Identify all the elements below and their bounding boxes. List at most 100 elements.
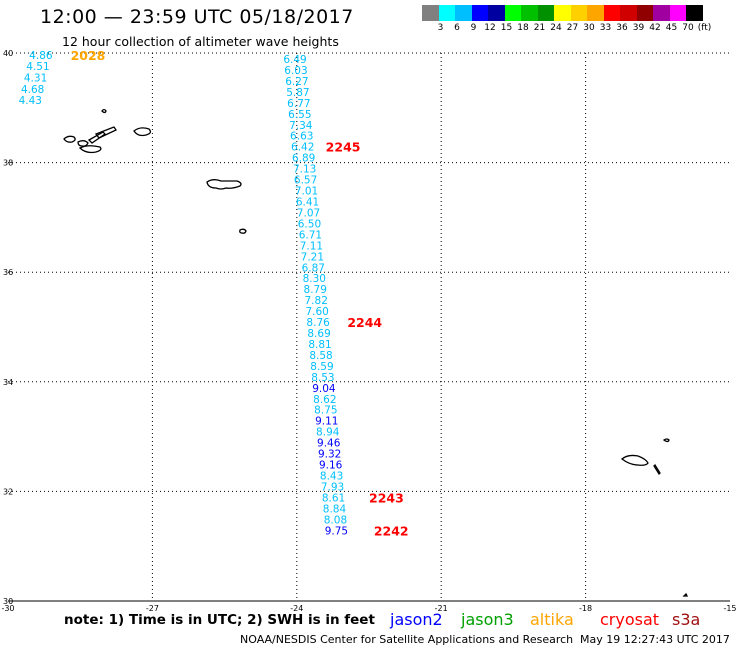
lat-tick-label: 30 [3, 597, 13, 606]
pass-time-label: 2243 [369, 490, 404, 505]
island-santa-maria [239, 228, 247, 234]
wave-height-value: 4.86 [29, 50, 53, 62]
wave-height-value: 7.60 [305, 306, 328, 318]
wave-height-value: 8.69 [307, 328, 330, 340]
legend-label: 27 [566, 23, 579, 33]
wave-height-value: 8.76 [306, 317, 330, 329]
legend-swatch [422, 5, 439, 21]
wave-height-value: 7.34 [289, 120, 313, 132]
legend-swatch [669, 5, 686, 21]
legend-swatch [488, 5, 505, 21]
wave-height-value: 6.89 [292, 153, 315, 165]
wave-height-value: 8.61 [322, 492, 345, 504]
wave-height-value: 6.50 [298, 218, 321, 230]
island-faial [94, 126, 117, 139]
wave-height-value: 8.08 [324, 514, 347, 526]
wave-height-value: 7.11 [300, 240, 323, 252]
wave-height-value: 4.68 [21, 84, 44, 96]
wave-height-value: 6.55 [288, 109, 311, 121]
satellite-altika: altika [530, 610, 574, 629]
wave-height-value: 9.32 [318, 449, 341, 461]
legend-swatch [686, 5, 703, 21]
wave-height-value: 9.11 [315, 416, 338, 428]
satellite-cryosat: cryosat [600, 610, 660, 629]
island-selvagens [682, 592, 689, 597]
island-terceira [133, 127, 152, 137]
island-pico [78, 145, 102, 154]
wave-height-value: 9.46 [317, 438, 341, 450]
pass-time-label: 2245 [326, 140, 361, 155]
lon-tick-label: -15 [723, 604, 736, 613]
map-title: 12:00 — 23:59 UTC 05/18/2017 [40, 6, 354, 28]
legend-swatch [521, 5, 538, 21]
legend-label: 15 [500, 23, 513, 33]
legend-label: 39 [632, 23, 645, 33]
graticule [8, 52, 730, 602]
wave-height-value: 6.57 [294, 175, 317, 187]
footer: NOAA/NESDIS Center for Satellite Applica… [240, 633, 730, 646]
legend-label: 21 [533, 23, 546, 33]
island-sao-jorge [87, 131, 107, 144]
legend-swatch [603, 5, 620, 21]
legend-label: 9 [470, 23, 477, 33]
coastline [63, 108, 689, 597]
legend-label: 36 [616, 23, 628, 33]
wave-height-value: 6.41 [296, 197, 319, 209]
legend-label: 45 [665, 23, 678, 33]
footer-credit: NOAA/NESDIS Center for Satellite Applica… [240, 633, 574, 646]
wave-height-value: 6.77 [287, 98, 310, 110]
wave-height-value: 8.59 [310, 361, 333, 373]
wave-height-value: 6.49 [283, 54, 306, 66]
legend-label: 12 [484, 23, 496, 33]
legend-swatch [438, 5, 455, 21]
island-flores [101, 108, 107, 114]
axis-labels: -30 -27 -24 -21 -18 -15 30 32 34 36 38 40 [1, 49, 736, 613]
island-sao-miguel [206, 179, 242, 190]
lon-tick-label: -18 [579, 604, 592, 613]
lat-tick-label: 40 [3, 49, 13, 58]
wave-height-value: 4.31 [24, 73, 47, 85]
satellite-s3a: s3a [672, 610, 701, 629]
wave-height-value: 8.94 [316, 427, 340, 439]
legend-label: 3 [437, 23, 444, 33]
legend-swatch [636, 5, 653, 21]
lat-tick-label: 38 [3, 159, 13, 168]
wave-height-value: 8.79 [304, 284, 327, 296]
legend-swatch [587, 5, 604, 21]
wave-height-value: 8.62 [313, 394, 336, 406]
legend-label: 33 [599, 23, 612, 33]
wave-height-value: 8.81 [308, 339, 331, 351]
color-legend [422, 5, 703, 21]
wave-height-value: 4.43 [19, 95, 42, 107]
island-porto-santo [662, 438, 670, 443]
map-subtitle: 12 hour collection of altimeter wave hei… [62, 34, 339, 49]
legend-label: 18 [517, 23, 529, 33]
wave-height-value: 7.21 [301, 251, 324, 263]
lat-tick-label: 36 [3, 268, 13, 277]
wave-height-value: 7.93 [321, 481, 344, 493]
wave-height-value: 8.84 [323, 503, 347, 515]
wave-height-value: 7.13 [293, 164, 316, 176]
lon-tick-label: -30 [1, 604, 14, 613]
wave-height-value: 8.30 [303, 273, 326, 285]
legend-swatch [653, 5, 670, 21]
wave-height-value: 8.43 [320, 471, 343, 483]
wave-height-value: 6.42 [291, 142, 314, 154]
wave-height-value: 6.71 [299, 229, 322, 241]
satellite-jason2: jason2 [390, 610, 443, 629]
wave-height-value: 9.04 [312, 383, 336, 395]
legend-label: 30 [583, 23, 595, 33]
legend-label: (ft) [697, 23, 712, 33]
wave-height-value: 6.03 [284, 65, 307, 77]
legend-label: 24 [550, 23, 562, 33]
wave-height-value: 7.07 [297, 207, 320, 219]
wave-height-value: 8.75 [314, 405, 337, 417]
legend-swatch [570, 5, 587, 21]
legend-swatch [455, 5, 472, 21]
wave-height-value: 8.53 [311, 372, 334, 384]
lon-tick-label: -24 [290, 604, 303, 613]
lat-tick-label: 32 [3, 487, 13, 496]
pass-time-label: 2028 [71, 48, 106, 63]
altimeter-tracks: 4.864.514.314.684.43 2028 6.496.036.275.87… [19, 48, 409, 538]
